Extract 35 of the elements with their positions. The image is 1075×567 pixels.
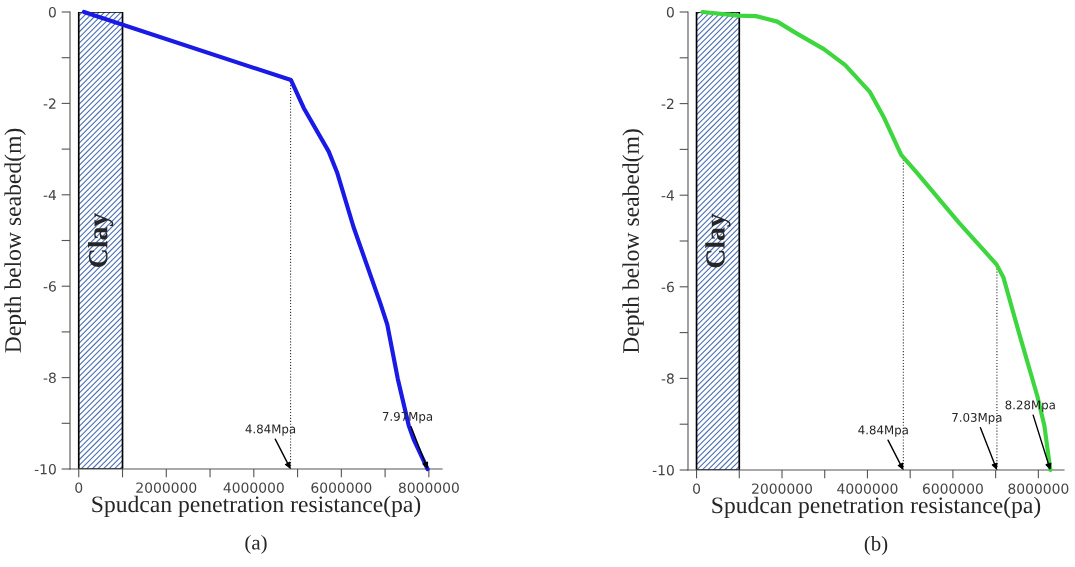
x-axis-title: Spudcan penetration resistance(pa) bbox=[712, 496, 1041, 519]
text: (a) bbox=[245, 534, 267, 554]
y-tick-label: -10 bbox=[34, 463, 56, 475]
y-axis-title: Depth below seabed(m) bbox=[622, 129, 644, 354]
text: (b) bbox=[864, 536, 888, 556]
x-tick-label: 6000000 bbox=[311, 482, 372, 493]
band-label: Clay bbox=[705, 213, 731, 268]
y-tick-label: -6 bbox=[661, 281, 674, 293]
x-tick-label: 8000000 bbox=[1008, 483, 1069, 494]
y-tick-label: -6 bbox=[43, 281, 56, 292]
annotation: 7.03Mpa bbox=[952, 412, 1002, 425]
y-tick-label: 0 bbox=[48, 6, 56, 18]
x-tick-label: 6000000 bbox=[922, 483, 983, 494]
y-tick-label: -4 bbox=[43, 189, 57, 201]
annotation: 4.84Mpa bbox=[245, 424, 296, 436]
x-tick-label: 0 bbox=[75, 482, 83, 493]
x-tick-label: 8000000 bbox=[398, 482, 459, 493]
x-axis-title: Spudcan penetration resistance(pa) bbox=[92, 495, 421, 518]
y-tick-label: -8 bbox=[661, 373, 674, 384]
x-tick-label: 0 bbox=[693, 483, 701, 494]
y-axis-title: Depth below seabed(m) bbox=[4, 128, 26, 353]
x-tick-label: 4000000 bbox=[837, 483, 898, 494]
y-tick-label: -2 bbox=[43, 98, 56, 109]
x-tick-label: 2000000 bbox=[752, 483, 812, 494]
line-series bbox=[700, 9, 1053, 473]
annotation: 4.84Mpa bbox=[858, 425, 908, 437]
y-tick-label: -10 bbox=[652, 464, 674, 476]
y-tick-label: -4 bbox=[661, 190, 675, 201]
band-label: Clay bbox=[88, 212, 114, 267]
x-tick-label: 4000000 bbox=[223, 482, 284, 493]
line-series bbox=[81, 9, 430, 472]
y-tick-label: -2 bbox=[661, 98, 674, 109]
y-tick-label: 0 bbox=[666, 6, 674, 18]
x-tick-label: 2000000 bbox=[136, 482, 197, 493]
y-tick-label: -8 bbox=[43, 372, 56, 384]
